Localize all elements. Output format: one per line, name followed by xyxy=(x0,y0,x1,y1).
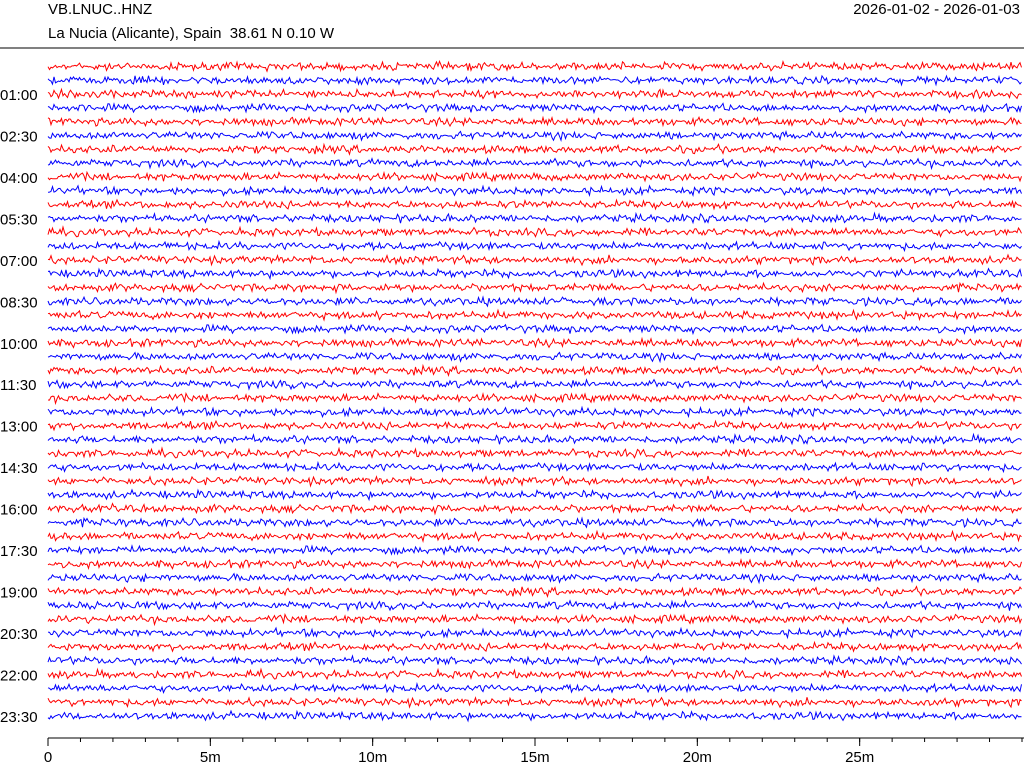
trace xyxy=(47,211,1022,225)
trace xyxy=(47,391,1022,406)
trace xyxy=(47,253,1022,267)
trace xyxy=(47,682,1022,694)
trace xyxy=(47,599,1022,612)
trace xyxy=(47,378,1022,391)
trace xyxy=(47,336,1022,349)
trace xyxy=(47,295,1022,308)
trace xyxy=(47,87,1022,100)
trace xyxy=(47,502,1022,516)
row-time-label: 04:00 xyxy=(0,170,38,187)
trace xyxy=(47,239,1022,253)
row-time-label: 05:30 xyxy=(0,211,38,228)
x-tick-label: 15m xyxy=(520,749,549,766)
x-tick-label: 10m xyxy=(358,749,387,766)
trace xyxy=(47,225,1022,238)
row-time-label: 23:30 xyxy=(0,709,38,726)
trace xyxy=(47,516,1022,529)
trace xyxy=(47,323,1022,336)
trace xyxy=(47,446,1022,460)
trace xyxy=(47,115,1022,128)
trace xyxy=(47,308,1022,322)
trace xyxy=(47,157,1022,171)
trace xyxy=(47,667,1022,681)
row-time-label: 22:00 xyxy=(0,667,38,684)
row-time-label: 08:30 xyxy=(0,294,38,311)
trace xyxy=(47,198,1022,211)
row-time-label: 14:30 xyxy=(0,460,38,477)
row-time-label: 10:00 xyxy=(0,336,38,353)
trace xyxy=(47,585,1022,599)
x-tick-label: 20m xyxy=(683,749,712,766)
trace xyxy=(47,557,1022,571)
trace xyxy=(47,130,1022,143)
row-time-label: 19:00 xyxy=(0,585,38,602)
x-tick-label: 5m xyxy=(200,749,221,766)
trace xyxy=(47,170,1022,183)
row-time-label: 02:30 xyxy=(0,128,38,145)
trace xyxy=(47,419,1022,432)
trace xyxy=(47,74,1022,87)
trace xyxy=(47,142,1022,156)
station-location: La Nucia (Alicante), Spain 38.61 N 0.10 … xyxy=(48,25,335,42)
row-time-label: 01:00 xyxy=(0,87,38,104)
row-time-label: 20:30 xyxy=(0,626,38,643)
trace xyxy=(47,613,1022,627)
trace xyxy=(47,544,1022,557)
row-time-label: 13:00 xyxy=(0,419,38,436)
trace xyxy=(47,363,1022,377)
row-time-label: 11:30 xyxy=(0,377,36,394)
trace xyxy=(47,184,1022,198)
trace xyxy=(47,709,1022,723)
trace xyxy=(47,59,1022,73)
trace xyxy=(47,460,1022,474)
date-range: 2026-01-02 - 2026-01-03 xyxy=(853,1,1020,18)
row-time-label: 16:00 xyxy=(0,502,38,519)
trace xyxy=(47,475,1022,488)
trace xyxy=(47,654,1022,667)
trace xyxy=(47,267,1022,281)
row-time-label: 17:30 xyxy=(0,543,38,560)
trace xyxy=(47,640,1022,653)
trace xyxy=(47,488,1022,502)
trace xyxy=(47,572,1022,585)
trace xyxy=(47,351,1022,364)
trace xyxy=(47,405,1022,419)
trace xyxy=(47,432,1022,446)
trace xyxy=(47,281,1022,295)
x-tick-label: 0 xyxy=(44,749,52,766)
trace xyxy=(47,626,1022,640)
station-code: VB.LNUC..HNZ xyxy=(48,1,152,18)
x-tick-label: 25m xyxy=(845,749,874,766)
row-time-label: 07:00 xyxy=(0,253,38,270)
trace xyxy=(47,696,1022,709)
trace xyxy=(47,529,1022,544)
trace xyxy=(47,102,1022,115)
